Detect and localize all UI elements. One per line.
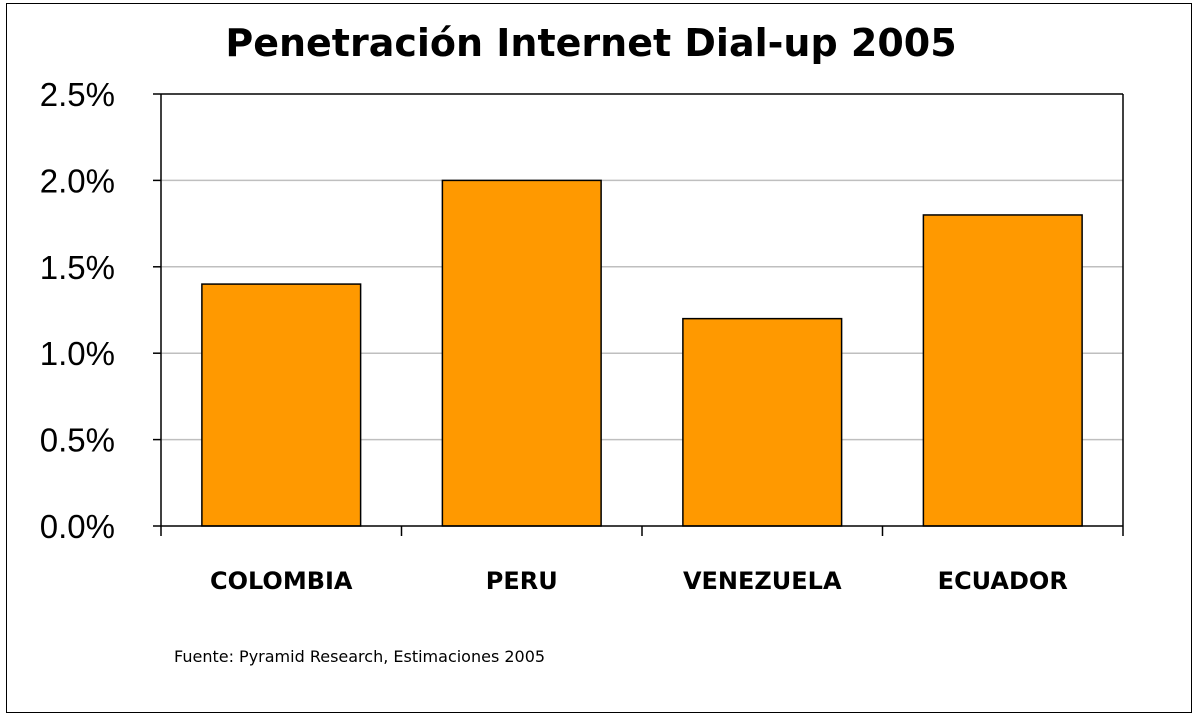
bar-venezuela bbox=[682, 317, 843, 527]
y-tick-label: 0.0% bbox=[40, 508, 115, 545]
y-tick-label: 2.5% bbox=[40, 76, 115, 113]
x-category-label: VENEZUELA bbox=[683, 567, 842, 595]
bar-chart: Penetración Internet Dial-up 2005 0.0%0.… bbox=[40, 21, 1124, 666]
source-note: Fuente: Pyramid Research, Estimaciones 2… bbox=[174, 647, 545, 666]
axes bbox=[153, 93, 1124, 536]
y-tick-label: 1.5% bbox=[40, 249, 115, 286]
x-category-label: PERU bbox=[486, 567, 558, 595]
x-axis-category-labels: COLOMBIA PERU VENEZUELA ECUADOR bbox=[210, 567, 1068, 595]
bar-colombia bbox=[201, 283, 362, 527]
chart-title: Penetración Internet Dial-up 2005 bbox=[225, 21, 956, 65]
chart-frame: Penetración Internet Dial-up 2005 0.0% 0.… bbox=[6, 3, 1192, 713]
y-tick-label: 1.0% bbox=[40, 335, 115, 372]
y-axis-tick-labels: 0.0% 0.5% 1.0% 1.5% 2.0% 2.5% bbox=[40, 76, 115, 545]
x-category-label: COLOMBIA bbox=[210, 567, 353, 595]
bar-ecuador bbox=[922, 214, 1083, 527]
bar-peru bbox=[441, 179, 602, 527]
y-tick-label: 2.0% bbox=[40, 162, 115, 199]
y-tick-label: 0.5% bbox=[40, 422, 115, 459]
x-category-label: ECUADOR bbox=[938, 567, 1068, 595]
